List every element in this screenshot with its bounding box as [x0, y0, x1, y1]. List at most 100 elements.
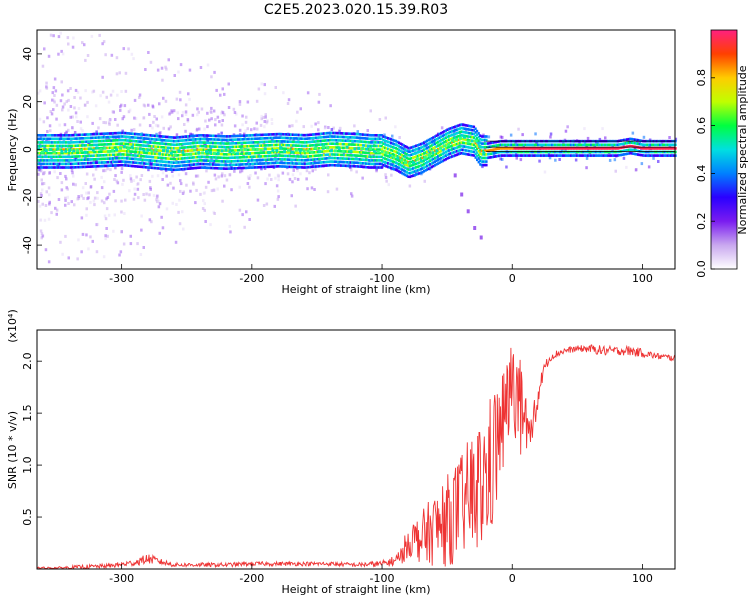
heatmap-cell	[430, 144, 433, 147]
heatmap-cell	[255, 166, 258, 169]
heatmap-cell	[118, 160, 121, 163]
heatmap-cell	[463, 148, 466, 152]
heatmap-cell	[519, 150, 522, 154]
heatmap-cell	[205, 152, 208, 155]
heatmap-cell	[624, 138, 627, 142]
heatmap-cell	[70, 200, 73, 204]
heatmap-cell	[104, 53, 107, 57]
heatmap-cell	[474, 127, 477, 131]
heatmap-cell	[57, 137, 60, 141]
heatmap-cell	[576, 147, 579, 150]
heatmap-cell	[46, 151, 49, 155]
heatmap-cell	[169, 157, 172, 161]
heatmap-cell	[240, 138, 243, 141]
heatmap-cell	[418, 147, 421, 150]
heatmap-cell	[465, 134, 468, 138]
heatmap-cell	[413, 145, 416, 148]
heatmap-cell	[37, 91, 40, 95]
heatmap-cell	[438, 132, 441, 136]
heatmap-cell	[353, 147, 357, 151]
heatmap-cell	[597, 143, 601, 147]
heatmap-cell	[290, 158, 293, 161]
heatmap-cell	[452, 131, 456, 135]
heatmap-cell	[469, 142, 472, 146]
heatmap-cell	[101, 42, 104, 46]
heatmap-cell	[147, 151, 151, 155]
heatmap-cell	[227, 160, 230, 163]
heatmap-cell	[75, 115, 78, 119]
heatmap-cell	[258, 165, 262, 169]
heatmap-cell	[424, 165, 427, 169]
heatmap-cell	[415, 166, 418, 169]
heatmap-cell	[299, 144, 302, 148]
heatmap-cell	[663, 150, 666, 154]
heatmap-cell	[157, 149, 160, 152]
heatmap-cell	[640, 146, 643, 150]
heatmap-cell	[266, 140, 269, 144]
heatmap-cell	[343, 157, 346, 160]
heatmap-cell	[155, 138, 158, 141]
heatmap-cell	[306, 149, 310, 153]
heatmap-cell	[579, 150, 582, 154]
heatmap-cell	[255, 144, 258, 148]
heatmap-cell	[202, 199, 205, 203]
heatmap-cell	[219, 152, 222, 156]
heatmap-cell	[247, 152, 251, 155]
heatmap-cell	[121, 138, 124, 142]
heatmap-cell	[340, 135, 343, 139]
heatmap-cell	[613, 154, 616, 157]
heatmap-cell	[410, 149, 413, 153]
heatmap-cell	[526, 150, 529, 154]
heatmap-cell	[519, 154, 522, 157]
heatmap-cell	[449, 152, 452, 155]
heatmap-cell	[427, 163, 430, 167]
heatmap-cell	[76, 165, 79, 169]
heatmap-cell	[657, 147, 660, 150]
heatmap-cell	[119, 156, 122, 160]
heatmap-cell	[43, 47, 46, 51]
heatmap-cell	[304, 151, 307, 155]
heatmap-cell	[360, 158, 363, 161]
heatmap-cell	[152, 141, 155, 145]
heatmap-cell	[505, 165, 508, 169]
heatmap-cell	[201, 141, 204, 144]
heatmap-cell	[326, 149, 329, 153]
heatmap-cell	[53, 170, 56, 174]
heatmap-cell	[404, 152, 407, 155]
heatmap-cell	[43, 166, 46, 169]
heatmap-cell	[213, 156, 216, 159]
heatmap-cell	[363, 147, 366, 151]
heatmap-cell	[98, 117, 102, 121]
heatmap-cell	[413, 166, 416, 170]
heatmap-cell	[265, 136, 268, 140]
heatmap-cell	[355, 150, 358, 154]
heatmap-cell	[94, 165, 97, 168]
heatmap-cell	[105, 139, 108, 143]
heatmap-cell	[246, 134, 249, 137]
heatmap-cell	[151, 152, 154, 155]
heatmap-cell	[610, 154, 613, 157]
heatmap-cell	[115, 164, 118, 167]
heatmap-cell	[371, 159, 374, 162]
heatmap-cell	[247, 144, 251, 148]
heatmap-cell	[471, 143, 474, 146]
heatmap-cell	[277, 195, 280, 199]
heatmap-cell	[101, 150, 104, 153]
heatmap-cell	[247, 137, 251, 141]
heatmap-cell	[390, 148, 393, 152]
heatmap-cell	[410, 171, 413, 174]
heatmap-cell	[418, 161, 421, 164]
heatmap-cell	[124, 142, 127, 146]
heatmap-cell	[41, 182, 44, 186]
heatmap-cell	[138, 151, 141, 154]
heatmap-cell	[269, 143, 272, 147]
heatmap-cell	[293, 162, 296, 165]
heatmap-cell	[60, 166, 63, 169]
heatmap-cell	[226, 142, 229, 145]
heatmap-cell	[483, 149, 487, 153]
heatmap-cell	[615, 147, 618, 150]
heatmap-cell	[116, 123, 119, 127]
heatmap-cell	[119, 146, 122, 150]
heatmap-cell	[607, 150, 610, 154]
heatmap-cell	[169, 150, 172, 153]
